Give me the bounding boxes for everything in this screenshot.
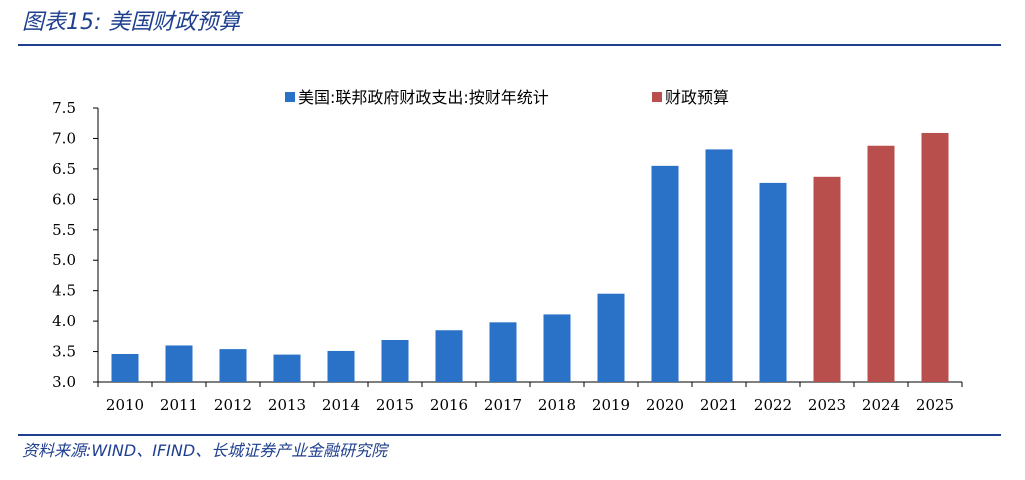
y-tick-label: 6.5	[52, 160, 76, 178]
y-tick-label: 3.0	[52, 373, 76, 391]
figure-title: 图表15: 美国财政预算	[22, 10, 241, 35]
y-tick-label: 6.0	[52, 190, 76, 208]
y-tick-label: 4.5	[52, 282, 76, 300]
x-tick-label: 2018	[538, 396, 576, 414]
legend-swatch	[285, 92, 295, 102]
x-tick-label: 2024	[862, 396, 900, 414]
bar	[327, 350, 355, 382]
bar	[543, 314, 571, 382]
x-tick-label: 2014	[322, 396, 360, 414]
bar	[111, 353, 139, 382]
y-tick-label: 5.5	[52, 221, 76, 239]
bar	[759, 182, 787, 382]
bar	[597, 293, 625, 382]
bar	[165, 345, 193, 382]
x-tick-label: 2021	[700, 396, 738, 414]
bar	[705, 149, 733, 382]
source-note: 资料来源:WIND、IFIND、长城证券产业金融研究院	[22, 441, 388, 460]
x-tick-label: 2019	[592, 396, 630, 414]
x-tick-label: 2012	[214, 396, 252, 414]
x-tick-label: 2025	[916, 396, 954, 414]
bar	[921, 132, 949, 382]
title-rule	[18, 44, 1001, 46]
x-tick-label: 2013	[268, 396, 306, 414]
bar	[651, 165, 679, 382]
bar-chart: 3.0 3.5 4.0 4.5 5.0 5.5 6.0 6.5 7.0 7.5 2010 2011 20…	[52, 88, 963, 414]
legend-label: 财政预算	[665, 88, 729, 107]
x-tick-label: 2011	[160, 396, 198, 414]
x-tick-label: 2010	[106, 396, 144, 414]
x-tick-label: 2017	[484, 396, 522, 414]
y-tick-label: 5.0	[52, 251, 76, 269]
bar	[273, 354, 301, 382]
x-tick-label: 2016	[430, 396, 468, 414]
bar	[867, 145, 895, 382]
bar	[489, 322, 517, 382]
x-tick-label: 2022	[754, 396, 792, 414]
source-rule	[18, 434, 1001, 436]
x-tick-label: 2023	[808, 396, 846, 414]
x-tick-label: 2015	[376, 396, 414, 414]
x-tick-label: 2020	[646, 396, 684, 414]
bar	[435, 330, 463, 382]
bar	[813, 176, 841, 382]
bar	[219, 349, 247, 382]
legend-swatch	[652, 92, 662, 102]
y-tick-label: 3.5	[52, 343, 76, 361]
y-tick-label: 7.0	[52, 129, 76, 147]
y-tick-label: 7.5	[52, 99, 76, 117]
legend-label: 美国:联邦政府财政支出:按财年统计	[298, 88, 549, 107]
bar	[381, 339, 409, 382]
y-tick-label: 4.0	[52, 312, 76, 330]
